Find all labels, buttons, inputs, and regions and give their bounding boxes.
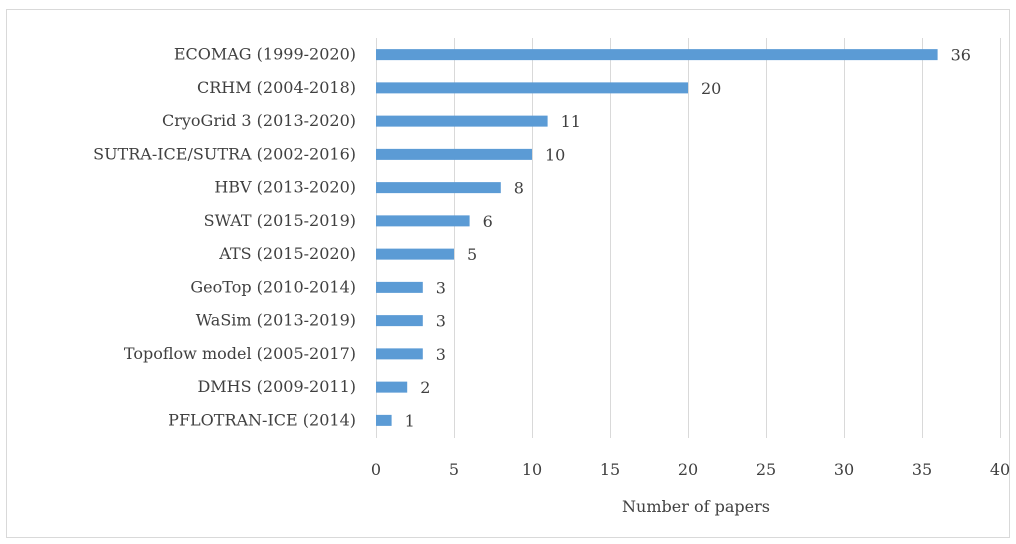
x-tick-label: 5	[449, 460, 459, 479]
data-label: 3	[436, 312, 446, 331]
data-label: 5	[467, 245, 477, 264]
bar	[376, 49, 938, 61]
category-label: SUTRA-ICE/SUTRA (2002-2016)	[93, 144, 356, 163]
bar	[376, 148, 532, 160]
data-label: 36	[951, 46, 971, 65]
category-label: PFLOTRAN-ICE (2014)	[168, 410, 356, 429]
data-label: 6	[483, 212, 493, 231]
gridlines	[376, 38, 1001, 438]
category-label: HBV (2013-2020)	[214, 178, 356, 197]
bar	[376, 248, 454, 260]
chart-frame	[6, 9, 1010, 538]
category-label: DMHS (2009-2011)	[197, 377, 356, 396]
bars	[376, 49, 938, 426]
data-label: 11	[561, 112, 581, 131]
x-tick-label: 30	[834, 460, 854, 479]
x-tick-label: 25	[756, 460, 776, 479]
category-labels: ECOMAG (1999-2020) CRHM (2004-2018) CryoGr…	[93, 45, 356, 430]
x-tick-label: 40	[990, 460, 1010, 479]
x-axis-title: Number of papers	[622, 497, 770, 516]
bar	[376, 348, 423, 360]
category-label: CryoGrid 3 (2013-2020)	[162, 111, 356, 130]
x-tick-label: 20	[678, 460, 698, 479]
category-label: WaSim (2013-2019)	[196, 311, 356, 330]
data-label: 3	[436, 345, 446, 364]
x-tick-label: 15	[600, 460, 620, 479]
bar	[376, 215, 470, 227]
x-tick-labels: 0 5 10 15 20 25 30 35 40	[371, 460, 1010, 479]
category-label: SWAT (2015-2019)	[204, 211, 356, 230]
bar	[376, 115, 548, 127]
bar	[376, 414, 392, 426]
x-tick-label: 10	[522, 460, 542, 479]
bar	[376, 315, 423, 327]
category-label: CRHM (2004-2018)	[197, 78, 356, 97]
bar	[376, 381, 408, 393]
category-label: Topoflow model (2005-2017)	[124, 344, 356, 363]
data-label: 8	[514, 179, 524, 198]
category-label: ATS (2015-2020)	[218, 244, 356, 263]
bar	[376, 281, 423, 293]
x-tick-label: 0	[371, 460, 381, 479]
category-label: GeoTop (2010-2014)	[190, 277, 356, 296]
bar	[376, 82, 688, 94]
bar	[376, 182, 501, 194]
data-label: 20	[701, 79, 721, 98]
data-label: 1	[405, 411, 415, 430]
data-label: 3	[436, 278, 446, 297]
category-label: ECOMAG (1999-2020)	[174, 45, 356, 64]
data-label: 2	[420, 378, 430, 397]
x-tick-label: 35	[912, 460, 932, 479]
data-label: 10	[545, 145, 565, 164]
